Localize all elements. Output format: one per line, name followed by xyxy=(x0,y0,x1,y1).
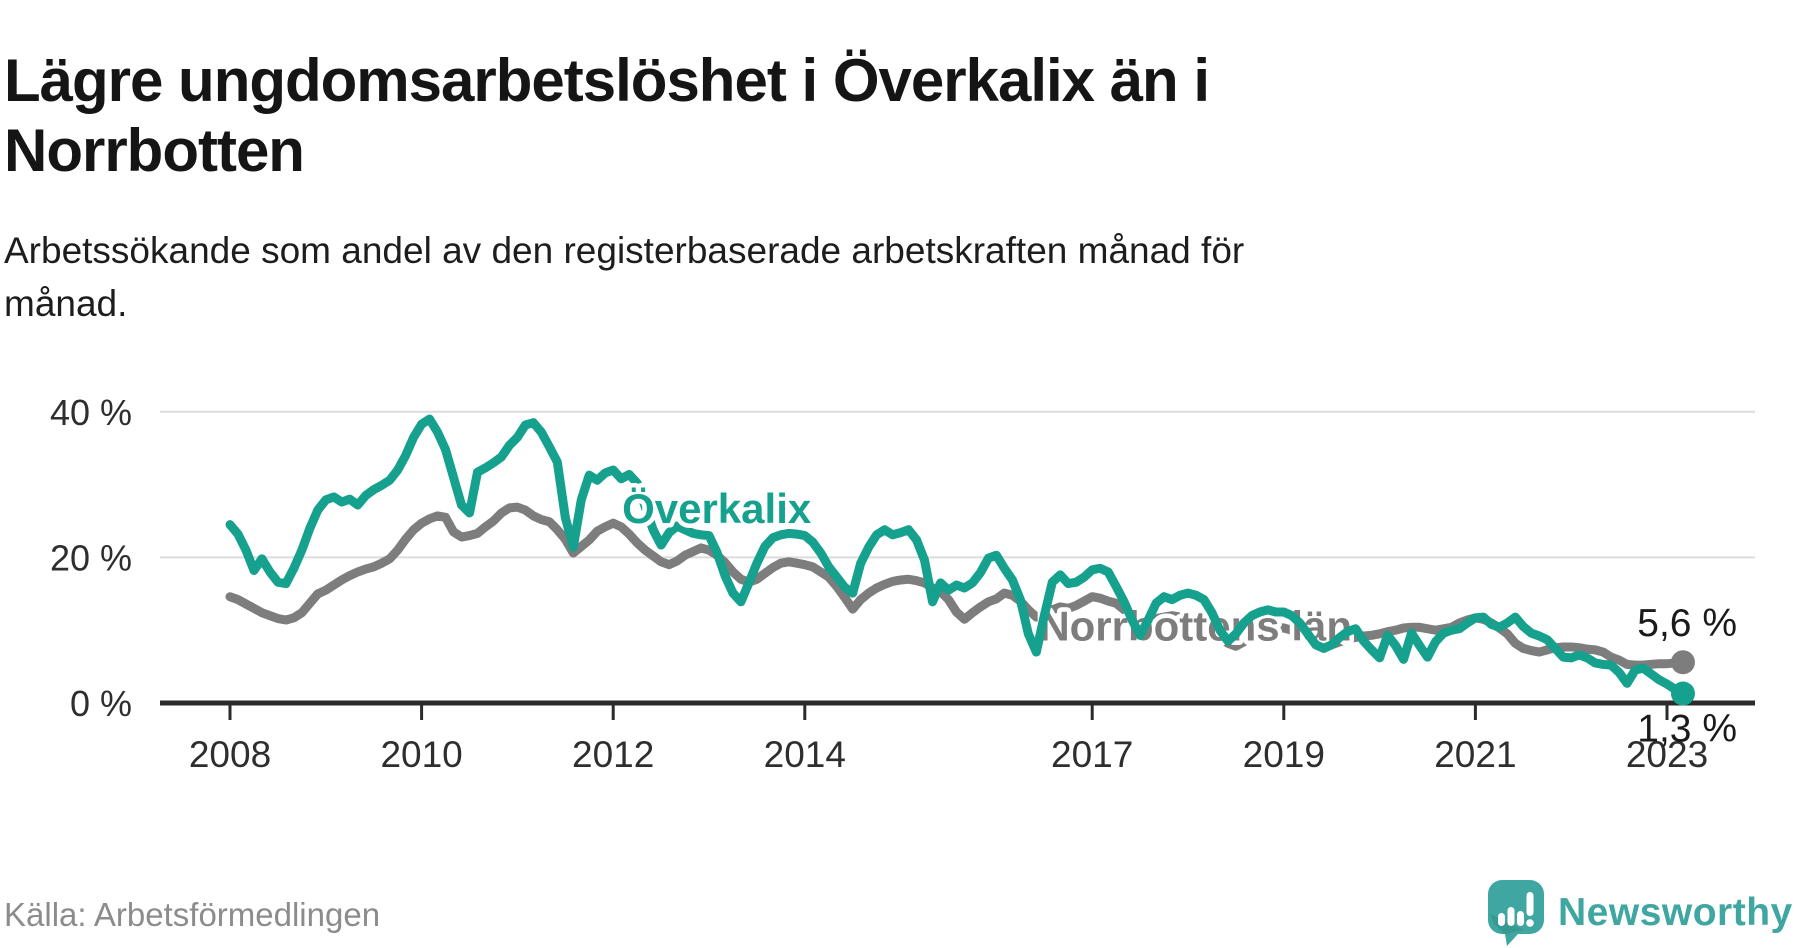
series-end-dot xyxy=(1670,650,1695,675)
x-axis-label: 2010 xyxy=(380,734,462,775)
series-end-dot xyxy=(1670,681,1695,706)
y-axis-label: 40 % xyxy=(50,392,132,433)
x-axis-label: 2014 xyxy=(764,734,846,775)
series-end-value-label: 1,3 % xyxy=(1637,708,1737,751)
series-line xyxy=(225,414,1688,699)
source-note: Källa: Arbetsförmedlingen xyxy=(4,896,381,933)
y-axis-label: 20 % xyxy=(50,537,132,578)
series-end-value-label: 5,6 % xyxy=(1637,602,1737,645)
newsworthy-logo: Newsworthy xyxy=(1488,880,1793,946)
page-subtitle: Arbetssökande som andel av den registerb… xyxy=(4,230,1245,324)
y-axis-label: 0 % xyxy=(70,683,132,724)
newsworthy-wordmark: Newsworthy xyxy=(1558,891,1793,934)
x-axis-label: 2017 xyxy=(1051,734,1133,775)
series-line xyxy=(225,502,1688,670)
unemployment-line-chart: 40 % 20 % 0 % 2008 2010 2012 2014 2017 2019 2021 2… xyxy=(50,392,1755,775)
page-title: Lägre ungdomsarbetslöshet i Överkalix än… xyxy=(4,47,1210,184)
series-label: Överkalix xyxy=(622,485,812,532)
newsworthy-logo-icon xyxy=(1488,880,1544,946)
x-axis-label: 2008 xyxy=(189,734,271,775)
x-axis-label: 2019 xyxy=(1243,734,1325,775)
x-axis-label: 2023 xyxy=(1626,734,1708,775)
x-axis-label: 2012 xyxy=(572,734,654,775)
x-axis-label: 2021 xyxy=(1434,734,1516,775)
